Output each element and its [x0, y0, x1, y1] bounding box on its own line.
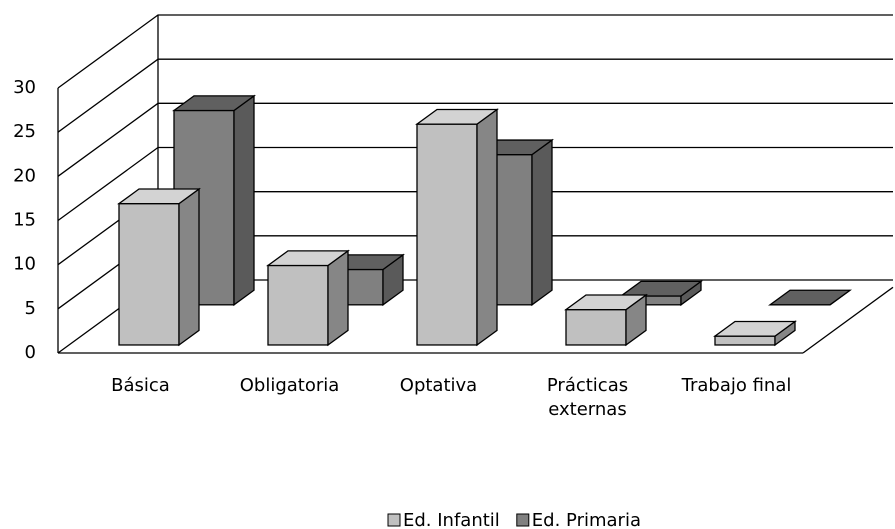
bar-front — [267, 264, 329, 346]
x-tick-label: Prácticas externas — [546, 375, 629, 420]
y-tick-label: 30 — [13, 77, 36, 98]
bar-top — [713, 320, 797, 337]
y-tick-label: 25 — [13, 121, 36, 142]
bar-front — [714, 335, 776, 346]
y-tick-label: 10 — [13, 254, 36, 275]
y-tick-label: 5 — [25, 298, 36, 319]
legend-label: Ed. Infantil — [403, 510, 500, 529]
bar-top — [619, 280, 703, 297]
bar-front — [118, 202, 180, 346]
bar-side — [178, 187, 200, 347]
bar-top — [768, 289, 852, 306]
legend-label: Ed. Primaria — [532, 510, 641, 529]
floor-right — [802, 286, 894, 354]
bar-top — [415, 108, 499, 125]
grid-line — [57, 14, 893, 89]
y-tick-label: 20 — [13, 165, 36, 186]
y-tick-label: 15 — [13, 210, 36, 231]
bar-side — [476, 108, 498, 347]
bar-top — [117, 188, 201, 205]
x-tick-label: Trabajo final — [681, 375, 792, 396]
bar-front — [565, 308, 627, 346]
y-tick-label: 0 — [25, 342, 36, 363]
bar-front — [416, 123, 478, 346]
legend-swatch — [387, 513, 401, 527]
bar-side — [531, 138, 553, 307]
bar-side — [327, 249, 349, 347]
x-tick-label: Optativa — [399, 375, 478, 396]
x-tick-label: Básica — [111, 375, 170, 396]
bar-top — [564, 294, 648, 311]
legend-swatch — [516, 513, 530, 527]
bar-side — [233, 94, 255, 307]
bar-top — [266, 250, 350, 267]
x-tick-label: Obligatoria — [239, 375, 340, 396]
bar-top — [172, 95, 256, 112]
